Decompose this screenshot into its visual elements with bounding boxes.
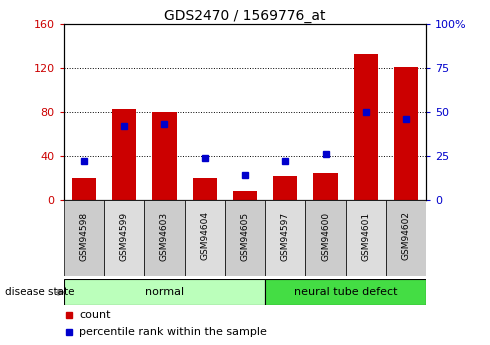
Text: count: count (79, 310, 110, 320)
Bar (346, 200, 386, 276)
Bar (144, 200, 185, 276)
Bar (64, 279, 265, 305)
Bar (305, 200, 346, 276)
Text: disease state: disease state (5, 287, 74, 297)
Text: GSM94602: GSM94602 (402, 211, 411, 260)
Text: GSM94601: GSM94601 (361, 211, 370, 260)
Bar (314, 172, 338, 200)
Text: percentile rank within the sample: percentile rank within the sample (79, 327, 267, 337)
Text: neural tube defect: neural tube defect (294, 287, 397, 297)
Bar (104, 200, 144, 276)
Text: GSM94599: GSM94599 (120, 211, 129, 260)
Bar (273, 176, 297, 200)
Text: GSM94603: GSM94603 (160, 211, 169, 260)
Bar (72, 178, 96, 200)
Bar (112, 109, 136, 200)
Bar (394, 67, 418, 200)
Text: GSM94604: GSM94604 (200, 211, 209, 260)
Text: GSM94597: GSM94597 (281, 211, 290, 260)
Bar (386, 200, 426, 276)
Text: normal: normal (145, 287, 184, 297)
Text: GDS2470 / 1569776_at: GDS2470 / 1569776_at (164, 9, 326, 23)
Bar (64, 200, 104, 276)
Bar (354, 54, 378, 200)
Text: GSM94600: GSM94600 (321, 211, 330, 260)
Bar (265, 279, 426, 305)
Bar (233, 191, 257, 200)
Text: GSM94598: GSM94598 (79, 211, 88, 260)
Bar (225, 200, 265, 276)
Bar (193, 178, 217, 200)
Bar (185, 200, 225, 276)
Text: GSM94605: GSM94605 (241, 211, 249, 260)
Bar (265, 200, 305, 276)
Bar (152, 112, 176, 200)
